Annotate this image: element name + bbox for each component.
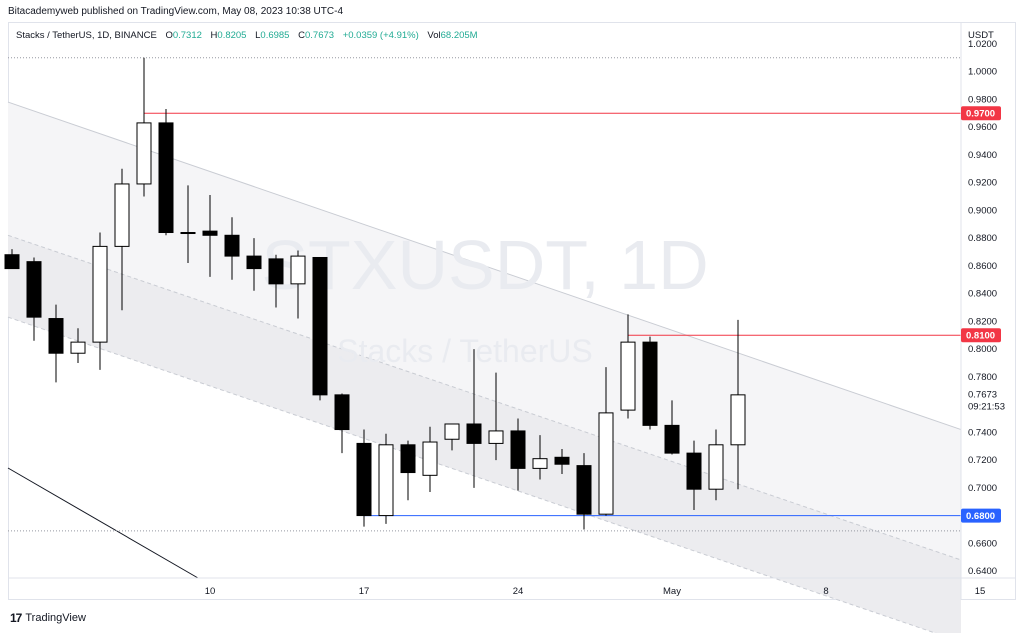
- candle-body: [26, 261, 42, 318]
- y-tick-label: 0.7800: [968, 372, 997, 383]
- y-tick-label: 0.9200: [968, 178, 997, 189]
- candle-body: [268, 258, 284, 285]
- candle-body: [378, 444, 394, 517]
- candle-body: [246, 255, 262, 270]
- brand-label: TradingView: [25, 612, 86, 624]
- watermark-name: Stacks / TetherUS: [337, 333, 593, 369]
- x-tick-label: 15: [975, 586, 986, 597]
- candle-body: [576, 465, 592, 515]
- candle-body: [466, 423, 482, 444]
- y-tick-label: 0.8000: [968, 344, 997, 355]
- y-tick-label: 0.6400: [968, 566, 997, 577]
- watermark-ticker: STXUSDT, 1D: [261, 226, 708, 304]
- price-badge: [961, 328, 1001, 343]
- candle-body: [312, 256, 328, 396]
- y-tick-label: 1.0000: [968, 67, 997, 78]
- x-tick-label: 24: [513, 586, 524, 597]
- price-badge: [961, 508, 1001, 523]
- high-value: 0.8205: [217, 30, 247, 41]
- horizontal-lines-layer: [8, 57, 961, 532]
- candle-body: [92, 245, 108, 343]
- candle-body: [510, 430, 526, 469]
- y-tick-label: 0.9800: [968, 94, 997, 105]
- candle-body: [554, 456, 570, 465]
- candle-body: [620, 341, 636, 411]
- y-tick-label: 0.7200: [968, 455, 997, 466]
- high-label: H: [210, 30, 218, 41]
- y-tick-label: 0.9400: [968, 150, 997, 161]
- low-label: L: [255, 30, 261, 41]
- candle-body: [114, 183, 130, 247]
- axes-layer: 1.0200 1.0000 0.9800 0.9600 0.9400 0.9200 0.90…: [8, 22, 1016, 600]
- y-tick-label: 0.7000: [968, 483, 997, 494]
- candle-body: [334, 394, 350, 431]
- tradingview-logo-icon: 17: [10, 611, 22, 625]
- y-tick-label: 0.7400: [968, 427, 997, 438]
- close-label: C: [298, 30, 305, 41]
- candles-layer: [4, 57, 746, 530]
- trend-line: [7, 467, 199, 579]
- close-value: 0.7673: [304, 30, 335, 41]
- candle-body: [48, 318, 64, 354]
- y-tick-label: 0.9600: [968, 122, 997, 133]
- candle-body: [642, 341, 658, 426]
- candle-body: [664, 424, 680, 454]
- candle-body: [686, 452, 702, 490]
- x-tick-label: 8: [823, 586, 828, 597]
- candle-body: [400, 444, 416, 474]
- watermark-layer: STXUSDT, 1D Stacks / TetherUS: [261, 226, 708, 369]
- candle-body: [224, 234, 240, 257]
- candle-body: [158, 122, 174, 234]
- vol-label: Vol: [427, 30, 441, 41]
- candle-body: [488, 430, 504, 444]
- candle-body: [136, 122, 152, 185]
- y-tick-label: 0.8800: [968, 233, 997, 244]
- y-tick-label: 0.8400: [968, 289, 997, 300]
- countdown-label: 09:21:53: [968, 401, 1005, 412]
- candle-body: [70, 341, 86, 354]
- low-value: 0.6985: [260, 30, 290, 41]
- candle-body: [422, 441, 438, 476]
- x-tick-label: 17: [359, 586, 370, 597]
- price-badge: [961, 106, 1001, 121]
- publisher-line: Bitacademyweb published on TradingView.c…: [8, 6, 344, 17]
- footer-brand[interactable]: 17 TradingView: [10, 611, 86, 625]
- channel-lower-band: [8, 235, 961, 633]
- y-tick-label: 1.0200: [968, 39, 997, 50]
- x-tick-label: May: [663, 586, 681, 597]
- candle-body: [180, 232, 196, 235]
- y-tick-label: 0.9000: [968, 205, 997, 216]
- change-value: +0.0359 (+4.91%): [342, 30, 419, 41]
- symbol-name[interactable]: Stacks / TetherUS, 1D, BINANCE: [16, 30, 157, 41]
- open-value: 0.7312: [172, 30, 202, 41]
- candle-body: [730, 394, 746, 446]
- price-badge-label: 0.8100: [966, 331, 995, 342]
- last-price-label: 0.7673: [968, 389, 997, 400]
- candle-body: [202, 230, 218, 236]
- price-badge-label: 0.9700: [966, 109, 995, 120]
- candle-body: [444, 423, 460, 440]
- candle-body: [290, 255, 306, 285]
- candle-body: [356, 442, 372, 517]
- y-tick-label: 0.8200: [968, 316, 997, 327]
- y-tick-label: 0.6600: [968, 538, 997, 549]
- candle-body: [532, 458, 548, 469]
- symbol-legend[interactable]: Stacks / TetherUS, 1D, BINANCE O0.7312 H…: [16, 30, 478, 41]
- candle-body: [598, 412, 614, 515]
- open-label: O: [165, 30, 173, 41]
- y-tick-label: 0.8600: [968, 261, 997, 272]
- candle-body: [708, 444, 724, 490]
- price-badge-label: 0.6800: [966, 511, 995, 522]
- currency-label[interactable]: USDT: [968, 30, 994, 41]
- vol-value: 68.205M: [440, 30, 478, 41]
- x-tick-label: 10: [205, 586, 216, 597]
- candle-body: [4, 254, 20, 270]
